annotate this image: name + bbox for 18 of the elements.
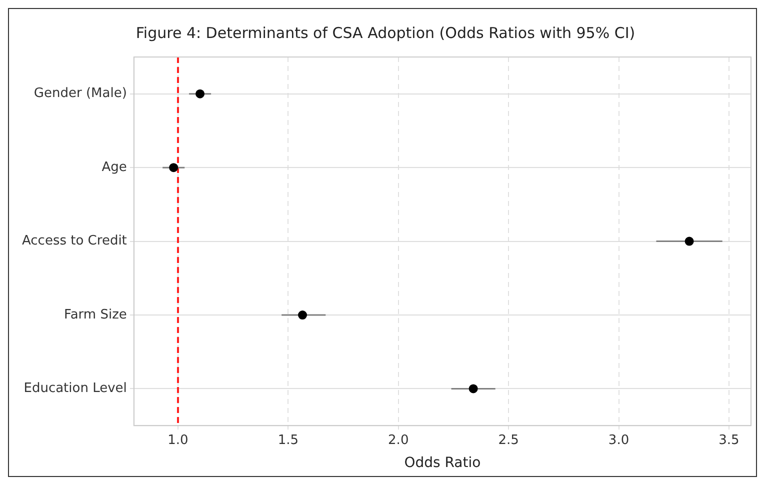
x-tick-label: 1.5 (278, 432, 299, 448)
x-axis-title: Odds Ratio (404, 455, 481, 472)
x-tick-label: 1.0 (168, 432, 188, 448)
y-tick-label: Farm Size (64, 307, 127, 322)
y-tick-label: Age (102, 160, 127, 175)
x-tick-label: 2.0 (388, 432, 409, 448)
y-tick-label: Gender (Male) (34, 86, 127, 102)
point (468, 384, 478, 394)
x-tick-label: 2.5 (498, 432, 519, 448)
point (684, 236, 694, 246)
chart-title: Figure 4: Determinants of CSA Adoption (Odds Ratios with 95% CI) (136, 24, 636, 42)
point (169, 163, 178, 172)
point (196, 89, 205, 98)
point (298, 310, 308, 320)
y-tick-label: Access to Credit (22, 234, 127, 249)
y-tick-label: Education Level (24, 381, 127, 396)
x-tick-label: 3.5 (718, 432, 740, 448)
x-tick-label: 3.0 (608, 432, 630, 448)
